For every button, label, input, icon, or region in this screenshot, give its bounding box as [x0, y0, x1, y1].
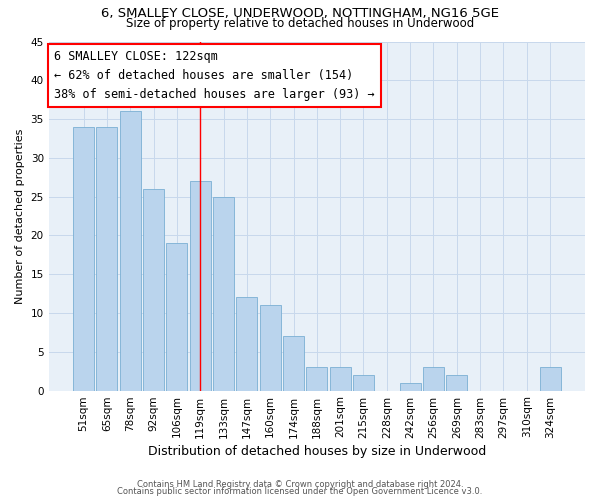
Bar: [166, 243, 187, 390]
Bar: [329, 368, 350, 390]
Text: 6, SMALLEY CLOSE, UNDERWOOD, NOTTINGHAM, NG16 5GE: 6, SMALLEY CLOSE, UNDERWOOD, NOTTINGHAM,…: [101, 8, 499, 20]
Bar: [120, 112, 140, 390]
Text: Contains HM Land Registry data © Crown copyright and database right 2024.: Contains HM Land Registry data © Crown c…: [137, 480, 463, 489]
Bar: [73, 127, 94, 390]
Bar: [353, 375, 374, 390]
Bar: [539, 368, 560, 390]
Bar: [446, 375, 467, 390]
Text: 6 SMALLEY CLOSE: 122sqm
← 62% of detached houses are smaller (154)
38% of semi-d: 6 SMALLEY CLOSE: 122sqm ← 62% of detache…: [54, 50, 374, 101]
X-axis label: Distribution of detached houses by size in Underwood: Distribution of detached houses by size …: [148, 444, 486, 458]
Bar: [307, 368, 328, 390]
Bar: [423, 368, 444, 390]
Bar: [213, 196, 234, 390]
Text: Size of property relative to detached houses in Underwood: Size of property relative to detached ho…: [126, 18, 474, 30]
Bar: [283, 336, 304, 390]
Bar: [260, 305, 281, 390]
Text: Contains public sector information licensed under the Open Government Licence v3: Contains public sector information licen…: [118, 487, 482, 496]
Y-axis label: Number of detached properties: Number of detached properties: [15, 128, 25, 304]
Bar: [190, 181, 211, 390]
Bar: [97, 127, 118, 390]
Bar: [236, 298, 257, 390]
Bar: [400, 383, 421, 390]
Bar: [143, 189, 164, 390]
